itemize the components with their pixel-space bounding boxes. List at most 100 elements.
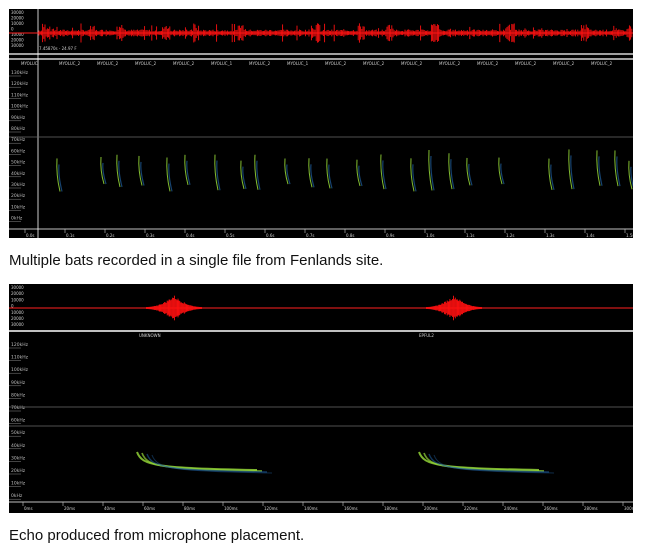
- species-label: EPFUL2: [419, 333, 434, 338]
- time-tick-label: 0.3s: [146, 233, 154, 238]
- time-tick-label: 100ms: [224, 506, 238, 511]
- bat-call: [380, 154, 387, 190]
- time-tick-label: 0.8s: [346, 233, 354, 238]
- bat-calls: [136, 451, 555, 474]
- species-label: MYOLUC_2: [591, 61, 613, 66]
- spectrogram-panel-fenlands: 30000 20000 10000 0 10000 20000 30000 7.45870s…: [9, 9, 633, 238]
- bat-call-with-echo: [136, 451, 273, 474]
- frequency-tick-label: 60kHz: [11, 418, 26, 424]
- time-tick-label: 0.6s: [266, 233, 274, 238]
- bat-call: [628, 160, 633, 190]
- bat-call: [116, 154, 123, 188]
- frequency-tick-label: 80kHz: [11, 126, 26, 132]
- bat-call: [356, 159, 363, 187]
- frequency-tick-label: 40kHz: [11, 171, 26, 177]
- species-label-row: UNKNOWN EPFUL2: [139, 333, 434, 338]
- amplitude-tick-label: 10000: [11, 297, 24, 302]
- frequency-tick-label: 0kHz: [11, 493, 23, 499]
- time-tick-label: 220ms: [464, 506, 478, 511]
- species-label: MYOLUC_2: [325, 61, 347, 66]
- amplitude-tick-label: 0: [11, 304, 14, 309]
- time-tick-label: 0.9s: [386, 233, 394, 238]
- frequency-tick-label: 120kHz: [11, 342, 29, 348]
- frequency-tick-label: 40kHz: [11, 443, 26, 449]
- bat-call-with-echo: [418, 451, 555, 474]
- frequency-tick-label: 50kHz: [11, 430, 26, 436]
- species-label: UNKNOWN: [139, 333, 161, 338]
- amplitude-tick-label: 10000: [11, 21, 24, 26]
- frequency-tick-label: 10kHz: [11, 481, 26, 487]
- time-tick-label: 1.2s: [506, 233, 514, 238]
- bat-call: [410, 158, 417, 192]
- bat-call: [56, 158, 63, 192]
- frequency-tick-label: 90kHz: [11, 380, 26, 386]
- species-label: MYOLUC_2: [363, 61, 385, 66]
- bat-call: [308, 158, 315, 188]
- time-tick-label: 1.3s: [546, 233, 554, 238]
- frequency-tick-label: 60kHz: [11, 148, 26, 154]
- bat-call: [498, 157, 505, 185]
- species-label: MYOLUC_2: [135, 61, 157, 66]
- bat-call: [166, 157, 173, 192]
- time-tick-label: 0ms: [24, 506, 33, 511]
- bat-call: [326, 158, 333, 189]
- species-label: MYOLUC_2: [401, 61, 423, 66]
- time-tick-label: 40ms: [104, 506, 115, 511]
- bat-call: [240, 160, 247, 190]
- frequency-tick-label: 80kHz: [11, 392, 26, 398]
- time-tick-label: 240ms: [504, 506, 518, 511]
- time-tick-label: 1.5s: [626, 233, 633, 238]
- bat-call: [284, 158, 291, 185]
- frequency-tick-label: 20kHz: [11, 468, 26, 474]
- species-label: MYOLUC_2: [515, 61, 537, 66]
- time-tick-label: 160ms: [344, 506, 358, 511]
- amplitude-tick-label: 30000: [11, 10, 24, 15]
- time-tick-label: 200ms: [424, 506, 438, 511]
- bat-call: [596, 150, 603, 186]
- bat-call: [100, 156, 107, 185]
- bat-call: [254, 154, 261, 190]
- waveform: [146, 295, 482, 321]
- amplitude-tick-label: 20000: [11, 16, 24, 21]
- amplitude-tick-label: 30000: [11, 285, 24, 290]
- bat-call: [138, 155, 145, 186]
- time-tick-label: 1.1s: [466, 233, 474, 238]
- amplitude-tick-label: 0: [11, 27, 14, 32]
- time-tick-label: 300ms: [624, 506, 633, 511]
- time-tick-label: 280ms: [584, 506, 598, 511]
- amplitude-tick-label: 10000: [11, 310, 24, 315]
- time-tick-label: 180ms: [384, 506, 398, 511]
- amplitude-tick-label: 10000: [11, 32, 24, 37]
- species-label-row: MYOLUC MYOLUC_2 MYOLUC_2 MYOLUC_2 MYOLUC_2 MY…: [21, 61, 613, 66]
- species-label: MYOLUC_2: [173, 61, 195, 66]
- time-tick-label: 20ms: [64, 506, 75, 511]
- amplitude-tick-label: 20000: [11, 316, 24, 321]
- time-tick-label: 260ms: [544, 506, 558, 511]
- frequency-tick-label: 10kHz: [11, 204, 26, 210]
- frequency-tick-label: 110kHz: [11, 92, 29, 98]
- time-tick-label: 0.7s: [306, 233, 314, 238]
- bat-call: [548, 158, 555, 191]
- amplitude-tick-label: 30000: [11, 322, 24, 327]
- frequency-tick-label: 20kHz: [11, 193, 26, 199]
- frequency-axis: 130kHz 120kHz 110kHz 100kHz 90kHz 80kHz 70kHz 6…: [9, 70, 29, 222]
- time-tick-label: 60ms: [144, 506, 155, 511]
- amplitude-tick-label: 20000: [11, 38, 24, 43]
- species-label: MYOLUC_2: [439, 61, 461, 66]
- frequency-tick-label: 130kHz: [11, 70, 29, 76]
- frequency-tick-label: 50kHz: [11, 160, 26, 166]
- frequency-tick-label: 70kHz: [11, 137, 26, 143]
- status-readout: 7.45870s - 24.97 F: [39, 46, 77, 51]
- frequency-tick-label: 30kHz: [11, 455, 26, 461]
- time-axis: 0.0s 0.1s 0.2s 0.3s 0.4s 0.5s 0.6s 0.7s 0.8s 0.9s…: [24, 229, 633, 238]
- time-tick-label: 0.1s: [66, 233, 74, 238]
- frequency-axis: 120kHz 110kHz 100kHz 90kHz 80kHz 70kHz 60kHz 50…: [9, 342, 29, 500]
- bat-call: [568, 149, 575, 190]
- species-label: MYOLUC: [21, 61, 38, 66]
- frequency-tick-label: 100kHz: [11, 104, 29, 110]
- amplitude-tick-label: 30000: [11, 43, 24, 48]
